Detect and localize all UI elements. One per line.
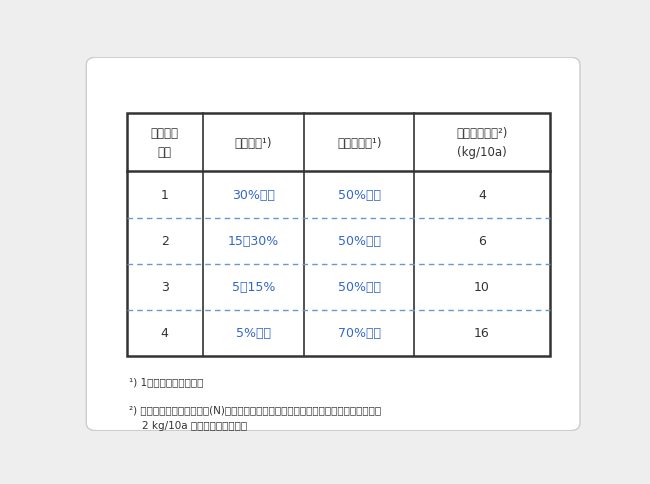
Text: 5%未満: 5%未満 xyxy=(236,327,271,340)
Text: 50%以上: 50%以上 xyxy=(338,235,381,248)
Text: 70%以上: 70%以上 xyxy=(338,327,381,340)
Text: 2: 2 xyxy=(161,235,168,248)
Text: マメ科率
区分: マメ科率 区分 xyxy=(151,127,179,159)
Text: 50%以上: 50%以上 xyxy=(338,189,381,202)
Text: 4: 4 xyxy=(478,189,486,202)
Text: ²) 北海道施肥標準量で窒素(N)としての量。ただし、泥炭土の採草地の場合、それぞれ
    2 kg/10a 少なくした量である: ²) 北海道施肥標準量で窒素(N)としての量。ただし、泥炭土の採草地の場合、それ… xyxy=(129,405,382,430)
Text: チモシー率¹): チモシー率¹) xyxy=(337,136,382,150)
Text: 30%以上: 30%以上 xyxy=(232,189,275,202)
Text: 窒素施肥適量²)
(kg/10a): 窒素施肥適量²) (kg/10a) xyxy=(456,127,508,159)
Text: 16: 16 xyxy=(474,327,490,340)
Text: 3: 3 xyxy=(161,281,168,294)
Text: 6: 6 xyxy=(478,235,486,248)
Bar xyxy=(127,114,550,356)
Text: 4: 4 xyxy=(161,327,168,340)
Text: 1: 1 xyxy=(161,189,168,202)
Text: 10: 10 xyxy=(474,281,490,294)
Text: 15～30%: 15～30% xyxy=(228,235,279,248)
Text: マメ科率¹): マメ科率¹) xyxy=(235,136,272,150)
FancyBboxPatch shape xyxy=(86,58,580,431)
Text: ¹) 1番草の生草重量割合: ¹) 1番草の生草重量割合 xyxy=(129,377,203,387)
Text: 50%以上: 50%以上 xyxy=(338,281,381,294)
Text: 5～15%: 5～15% xyxy=(232,281,275,294)
